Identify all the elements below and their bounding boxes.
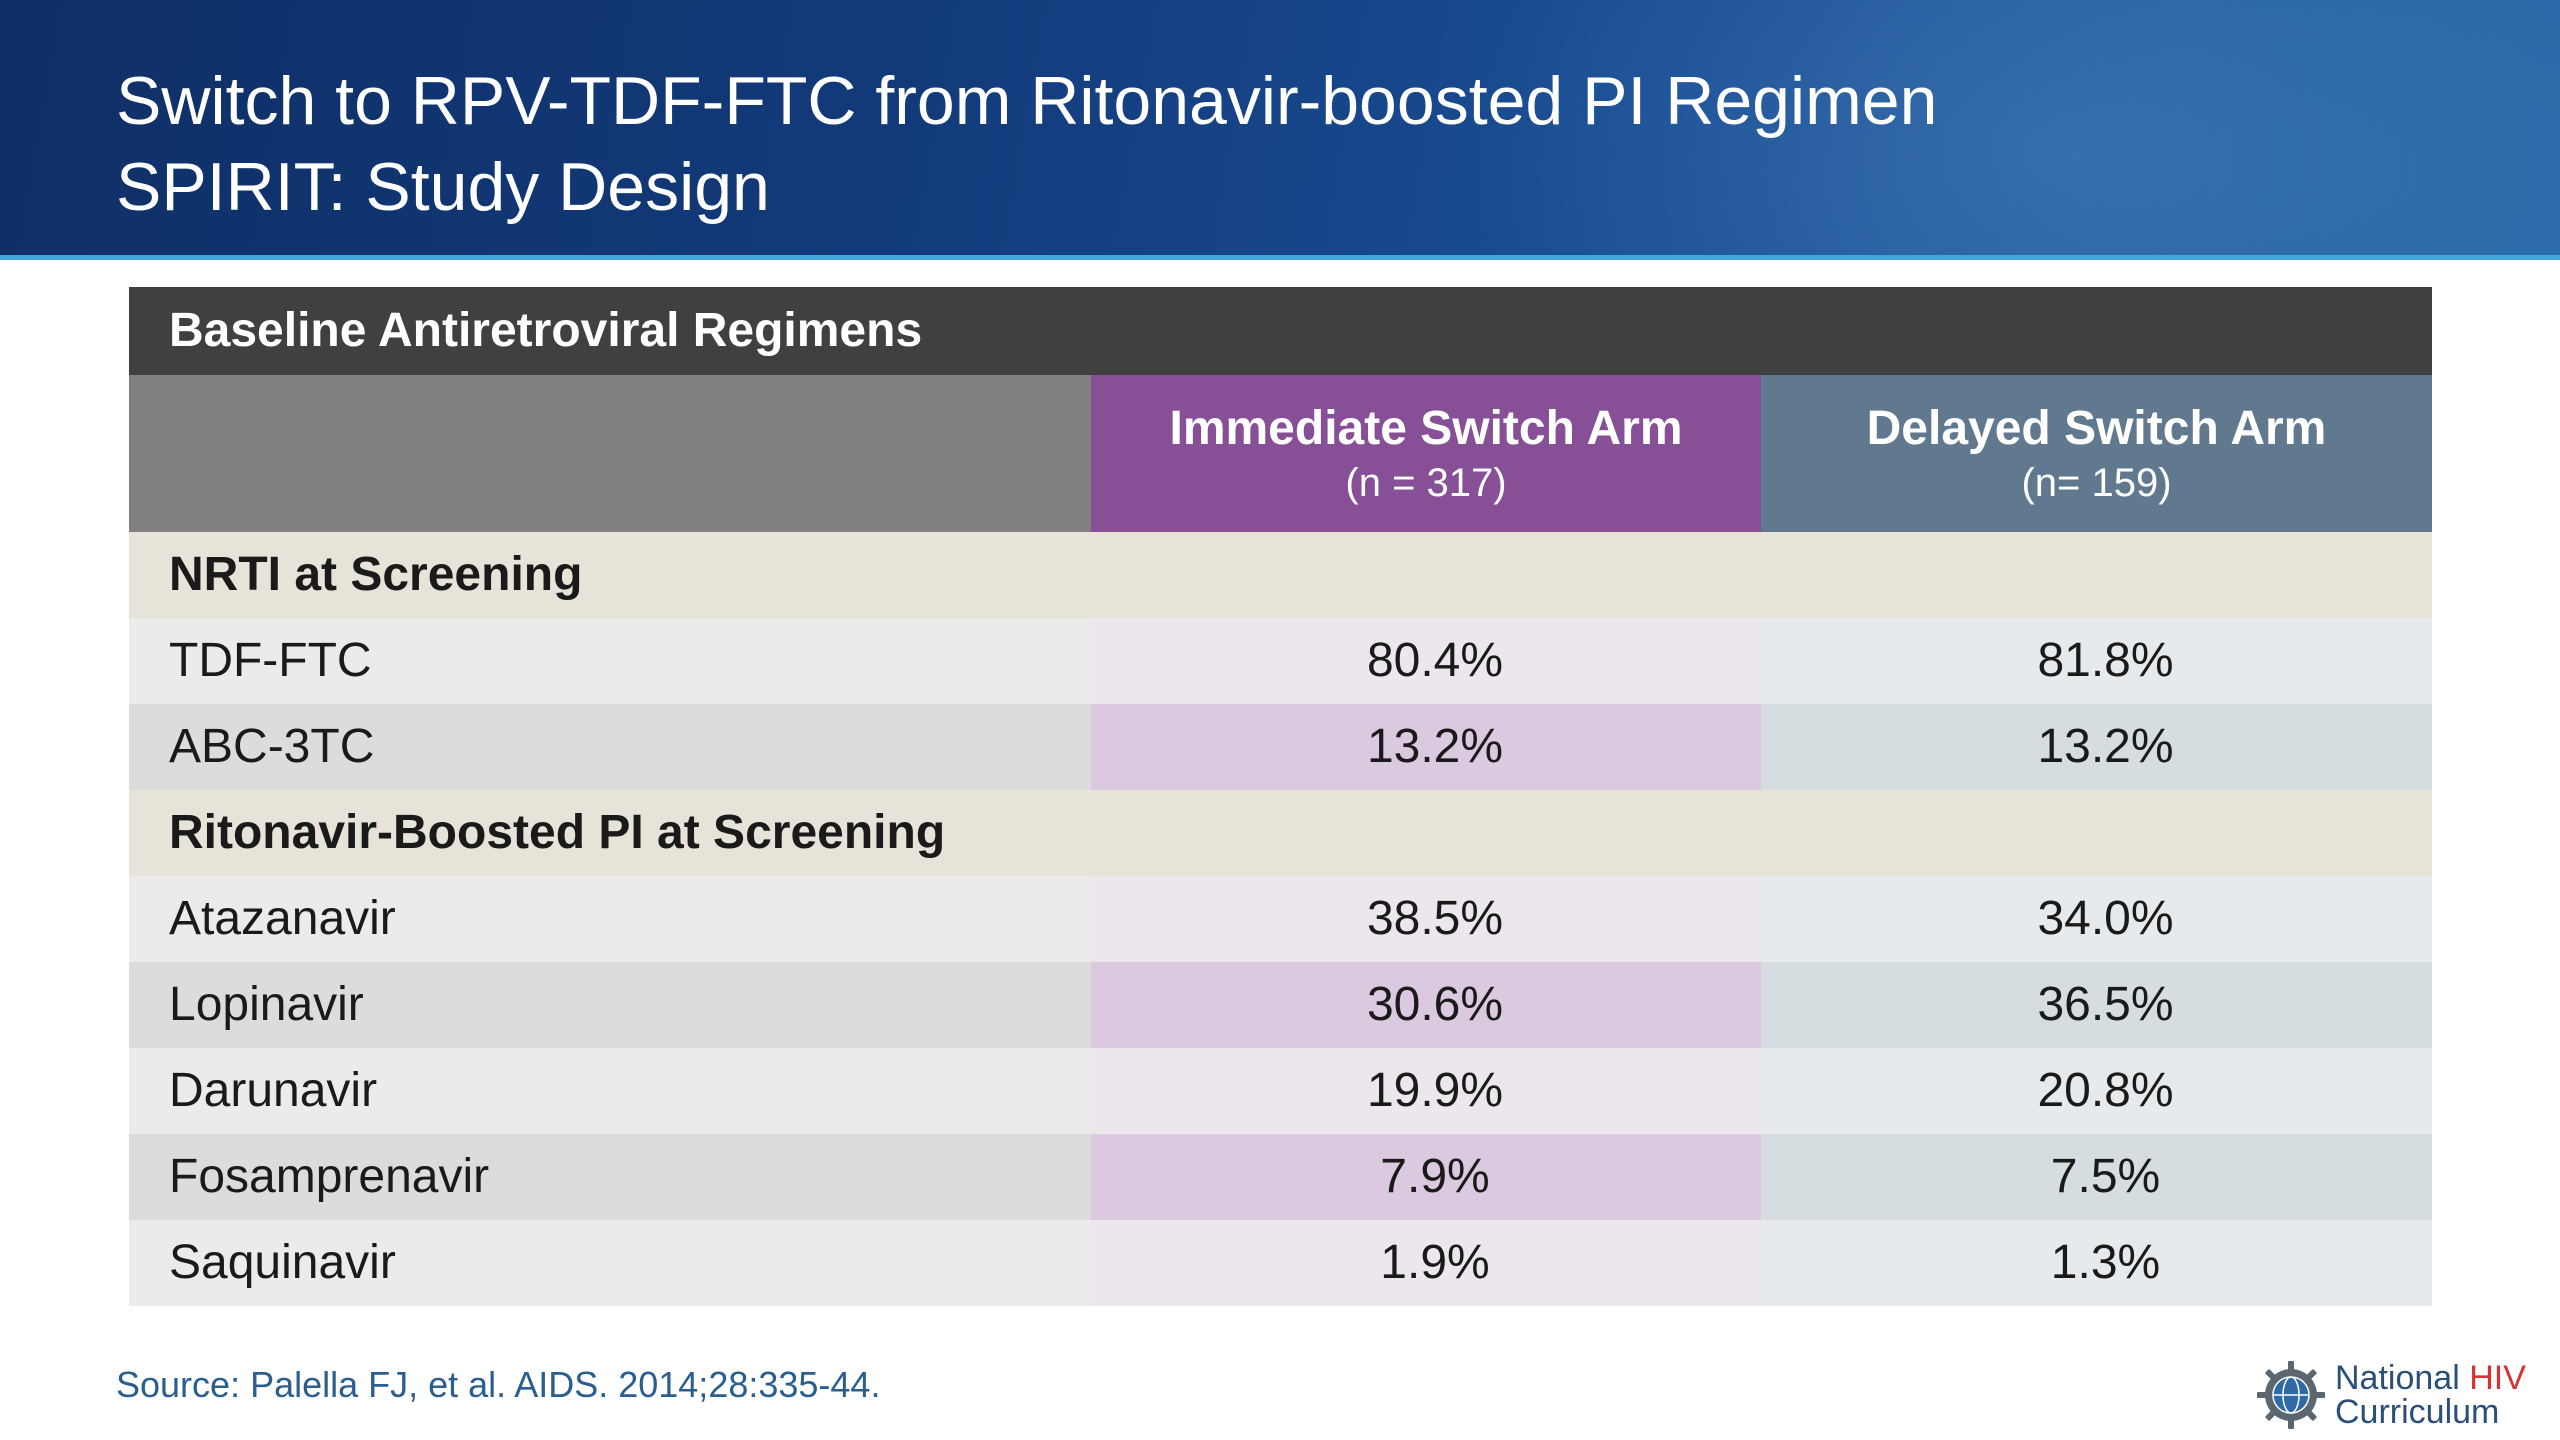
- delayed-value: 20.8%: [1761, 1048, 2432, 1134]
- table-row: Darunavir 19.9% 20.8%: [129, 1048, 2432, 1134]
- logo-text: National HIV Curriculum: [2335, 1361, 2526, 1429]
- drug-name: ABC-3TC: [129, 704, 1091, 790]
- table-row: ABC-3TC 13.2% 13.2%: [129, 704, 2432, 790]
- drug-name: Darunavir: [129, 1048, 1091, 1134]
- delayed-arm-name: Delayed Switch Arm: [1866, 401, 2327, 455]
- drug-name: Fosamprenavir: [129, 1134, 1091, 1220]
- immediate-value: 30.6%: [1091, 962, 1761, 1048]
- logo-word-national: National: [2335, 1359, 2460, 1397]
- drug-name: Lopinavir: [129, 962, 1091, 1048]
- immediate-value: 7.9%: [1091, 1134, 1761, 1220]
- immediate-value: 13.2%: [1091, 704, 1761, 790]
- gear-globe-icon: [2257, 1361, 2325, 1429]
- section-label: NRTI at Screening: [169, 548, 583, 601]
- section-row-boosted-pi: Ritonavir-Boosted PI at Screening: [129, 790, 2432, 876]
- delayed-value: 7.5%: [1761, 1134, 2432, 1220]
- drug-name: Saquinavir: [129, 1220, 1091, 1306]
- national-hiv-curriculum-logo: National HIV Curriculum: [2255, 1355, 2526, 1435]
- logo-word-hiv: HIV: [2469, 1359, 2526, 1397]
- immediate-value: 80.4%: [1091, 618, 1761, 704]
- immediate-value: 19.9%: [1091, 1048, 1761, 1134]
- column-header-delayed: Delayed Switch Arm (n= 159): [1761, 375, 2432, 532]
- table-header: Baseline Antiretroviral Regimens: [129, 287, 2432, 375]
- drug-name: Atazanavir: [129, 876, 1091, 962]
- drug-name: TDF-FTC: [129, 618, 1091, 704]
- table-row: Saquinavir 1.9% 1.3%: [129, 1220, 2432, 1306]
- column-header-blank: [129, 375, 1091, 532]
- delayed-arm-n: (n= 159): [2021, 460, 2172, 505]
- section-label: Ritonavir-Boosted PI at Screening: [169, 806, 946, 859]
- immediate-arm-n: (n = 317): [1345, 460, 1507, 505]
- slide-header: Switch to RPV-TDF-FTC from Ritonavir-boo…: [0, 0, 2560, 260]
- delayed-value: 13.2%: [1761, 704, 2432, 790]
- delayed-value: 1.3%: [1761, 1220, 2432, 1306]
- column-header-immediate: Immediate Switch Arm (n = 317): [1091, 375, 1761, 532]
- slide-title-line-2: SPIRIT: Study Design: [116, 149, 770, 225]
- table-row: Lopinavir 30.6% 36.5%: [129, 962, 2432, 1048]
- slide-title: Switch to RPV-TDF-FTC from Ritonavir-boo…: [116, 58, 1937, 230]
- column-headers: Immediate Switch Arm (n = 317) Delayed S…: [129, 375, 2432, 532]
- immediate-value: 1.9%: [1091, 1220, 1761, 1306]
- table-row: TDF-FTC 80.4% 81.8%: [129, 618, 2432, 704]
- section-row-nrti: NRTI at Screening: [129, 532, 2432, 618]
- delayed-value: 34.0%: [1761, 876, 2432, 962]
- header-sheen: [1360, 0, 2560, 255]
- delayed-value: 36.5%: [1761, 962, 2432, 1048]
- immediate-arm-name: Immediate Switch Arm: [1169, 401, 1683, 455]
- table-row: Atazanavir 38.5% 34.0%: [129, 876, 2432, 962]
- slide-title-line-1: Switch to RPV-TDF-FTC from Ritonavir-boo…: [116, 63, 1938, 139]
- regimens-table: Baseline Antiretroviral Regimens Immedia…: [129, 287, 2432, 1306]
- immediate-value: 38.5%: [1091, 876, 1761, 962]
- logo-word-curriculum: Curriculum: [2335, 1393, 2500, 1431]
- table-row: Fosamprenavir 7.9% 7.5%: [129, 1134, 2432, 1220]
- source-citation: Source: Palella FJ, et al. AIDS. 2014;28…: [116, 1364, 881, 1405]
- delayed-value: 81.8%: [1761, 618, 2432, 704]
